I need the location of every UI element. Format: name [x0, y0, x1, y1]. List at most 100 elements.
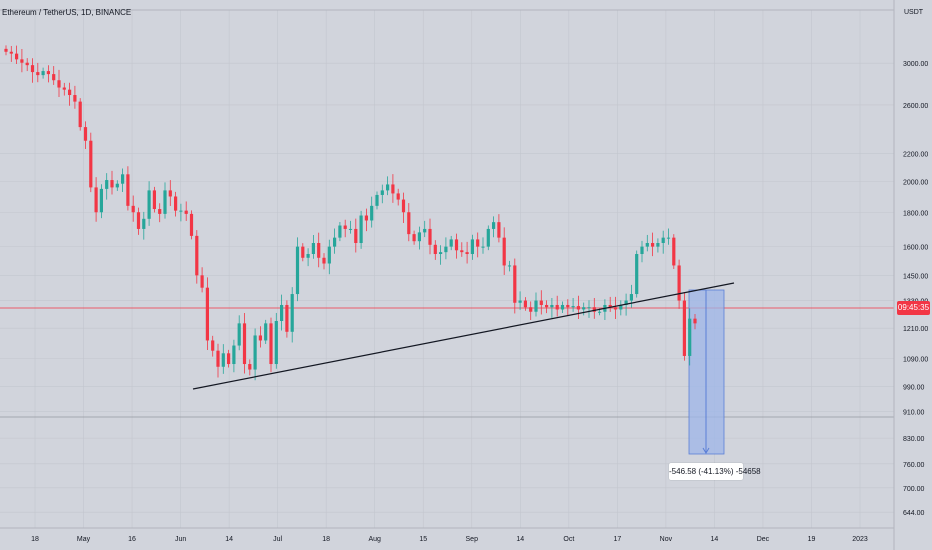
candle: [110, 170, 114, 195]
candle: [529, 301, 533, 321]
candle: [258, 326, 262, 348]
candle: [179, 203, 183, 222]
candle: [264, 319, 268, 344]
candle-body: [30, 65, 35, 73]
candle: [433, 240, 437, 260]
candle-body: [147, 190, 151, 219]
candle-body: [36, 72, 40, 76]
candle-body: [629, 294, 633, 301]
candle-body: [253, 335, 257, 370]
candle-body: [497, 222, 501, 238]
candle-body: [237, 323, 241, 346]
current-price-tag: 09:45:35: [897, 301, 930, 315]
time-axis[interactable]: 18 May 16 Jun 14 Jul 18 Aug 15 Sep 14 Oct 17 Nov 14 Dec…: [31, 536, 868, 543]
candle-body: [264, 323, 268, 341]
candle-body: [285, 304, 289, 332]
price-tick-label: 990.00: [903, 385, 925, 392]
candle-body: [635, 254, 639, 295]
candle-body: [656, 242, 660, 247]
candle: [216, 343, 220, 378]
price-axis[interactable]: 3000.00 2600.00 2200.00 2000.00 1800.00 1600.…: [903, 61, 928, 517]
candle: [391, 174, 395, 203]
time-tick-label: Aug: [368, 536, 381, 543]
candle: [555, 295, 559, 317]
candle-body: [73, 95, 77, 102]
candle: [333, 228, 337, 254]
candle-body: [62, 87, 66, 90]
trend-line[interactable]: [192, 282, 735, 390]
time-tick-label: 18: [322, 536, 330, 543]
candle-body: [619, 304, 623, 310]
candle-body: [391, 184, 395, 194]
candle: [30, 58, 35, 83]
candle: [105, 173, 109, 200]
candle-body: [481, 246, 485, 248]
candle: [407, 203, 411, 242]
time-tick-label: 14: [711, 536, 719, 543]
candle-body: [211, 340, 215, 351]
candle-body: [41, 71, 45, 76]
candle-body: [20, 59, 24, 63]
candle-body: [205, 287, 209, 341]
candle: [338, 222, 342, 242]
candle-body: [454, 239, 459, 251]
candle-body: [216, 350, 220, 367]
candle-body: [386, 184, 390, 191]
candle: [428, 218, 432, 255]
candle-body: [608, 304, 612, 308]
candle: [306, 248, 310, 267]
candle-body: [359, 215, 363, 243]
candle: [94, 177, 98, 222]
candle: [651, 232, 655, 257]
candle: [163, 182, 167, 219]
candle: [68, 82, 72, 106]
candle: [497, 214, 501, 243]
candle: [15, 45, 19, 65]
candle-body: [529, 307, 533, 312]
candle-body: [592, 307, 596, 312]
time-tick-label: Jun: [175, 536, 186, 543]
candle-body: [15, 53, 19, 60]
candle: [545, 300, 549, 314]
time-tick-label: 18: [31, 536, 39, 543]
candle-body: [566, 304, 570, 308]
measure-arrow-head: [702, 447, 710, 454]
candle: [560, 301, 565, 313]
candle: [682, 292, 686, 361]
price-tick-label: 1090.00: [903, 357, 928, 364]
candle-body: [545, 304, 549, 308]
candle: [380, 184, 384, 204]
candle-body: [179, 210, 183, 212]
candle-body: [295, 246, 300, 295]
candle: [41, 67, 45, 79]
price-tick-label: 1800.00: [903, 210, 928, 217]
candle: [370, 196, 374, 228]
candle-body: [518, 300, 522, 303]
candle: [693, 314, 697, 330]
candle-body: [598, 311, 602, 313]
candle: [417, 226, 421, 250]
candle: [73, 85, 77, 109]
candle: [666, 228, 671, 245]
candle: [52, 66, 56, 85]
candle-body: [666, 237, 671, 239]
candle: [285, 300, 289, 338]
candle-body: [121, 174, 125, 184]
candle-body: [396, 193, 400, 200]
candle: [423, 220, 427, 238]
candle: [343, 219, 347, 238]
candle-body: [242, 323, 247, 365]
candle-body: [423, 228, 427, 233]
candle: [412, 230, 416, 245]
measure-label: -546.58 (-41.13%) -54658: [669, 463, 761, 480]
candle: [253, 328, 257, 381]
candle-body: [232, 345, 236, 365]
candle: [386, 176, 390, 196]
candle: [174, 191, 178, 217]
candle-body: [338, 225, 342, 238]
candle: [205, 277, 209, 350]
candle-body: [470, 239, 474, 255]
candle: [635, 250, 639, 298]
candle: [168, 180, 172, 206]
